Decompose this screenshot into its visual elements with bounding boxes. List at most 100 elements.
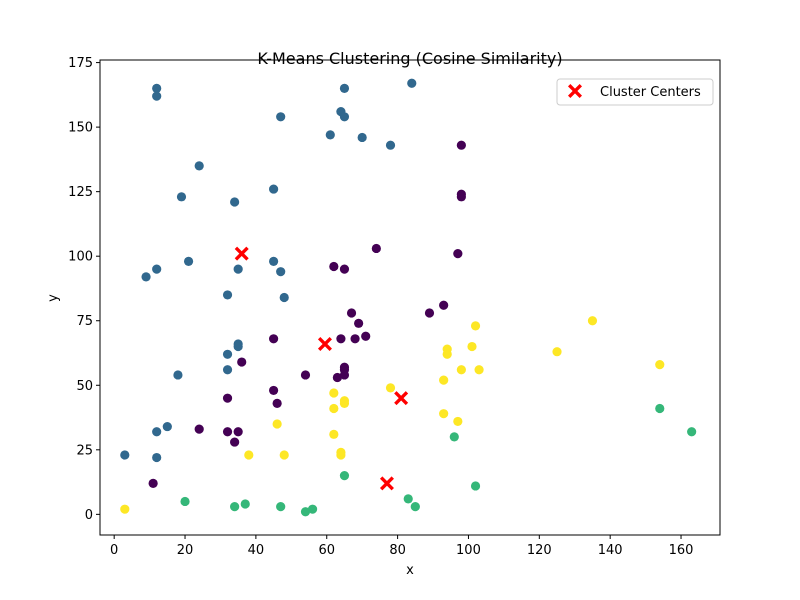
y-tick-label: 100 (68, 250, 93, 265)
data-point (233, 264, 243, 274)
data-point (272, 419, 282, 429)
data-point (385, 140, 396, 150)
data-point (339, 370, 350, 380)
data-point (687, 427, 697, 437)
data-point (325, 130, 335, 140)
data-point (453, 416, 463, 427)
data-point (233, 341, 243, 352)
data-point (470, 321, 481, 331)
x-tick-label: 160 (669, 543, 694, 558)
data-point (152, 83, 162, 93)
data-point (152, 427, 162, 437)
data-point (152, 264, 162, 274)
data-point (173, 370, 183, 380)
data-point (276, 502, 286, 512)
x-tick-label: 20 (177, 543, 194, 558)
data-point (233, 427, 243, 437)
data-point (240, 499, 250, 509)
data-point (300, 370, 311, 380)
data-point (453, 249, 463, 259)
legend: Cluster Centers (556, 78, 714, 106)
data-point (230, 502, 240, 512)
y-axis-label: y (46, 294, 61, 302)
data-point (336, 334, 346, 344)
data-point (385, 383, 396, 393)
data-point (456, 192, 466, 202)
data-point (456, 365, 466, 375)
data-point (269, 385, 279, 396)
data-point (470, 481, 481, 491)
data-point (272, 398, 282, 408)
data-point (655, 403, 665, 414)
data-point (371, 243, 381, 254)
data-point (222, 290, 233, 300)
y-tick-label: 0 (85, 508, 93, 523)
x-axis-label: x (406, 563, 414, 578)
data-point (176, 192, 187, 202)
data-point (244, 450, 254, 460)
x-tick-label: 80 (389, 543, 406, 558)
y-tick-label: 50 (76, 379, 93, 394)
data-point (357, 132, 367, 143)
data-point (467, 341, 477, 352)
data-point (180, 496, 190, 507)
data-point (222, 365, 233, 375)
y-tick-label: 150 (68, 121, 93, 136)
data-point (141, 272, 151, 282)
data-point (439, 300, 449, 310)
x-tick-label: 60 (318, 543, 335, 558)
data-point (269, 184, 279, 194)
data-point (329, 388, 339, 398)
legend-label: Cluster Centers (600, 85, 701, 100)
chart-title: K-Means Clustering (Cosine Similarity) (257, 49, 562, 68)
legend-box (556, 78, 714, 106)
data-point (350, 334, 360, 344)
data-point (407, 78, 417, 88)
data-point (354, 318, 364, 328)
data-point (339, 398, 350, 408)
legend-marker-x-icon (568, 84, 582, 98)
data-point (222, 427, 233, 437)
cluster-centers (234, 246, 409, 491)
data-point (552, 347, 562, 357)
data-point (474, 365, 484, 375)
data-point (230, 437, 240, 447)
data-point (148, 478, 158, 488)
cluster-center-marker (379, 476, 394, 491)
data-point (346, 308, 357, 318)
y-tick-label: 125 (68, 185, 93, 200)
y-tick-label: 75 (76, 314, 93, 329)
x-tick-label: 40 (248, 543, 265, 558)
x-tick-label: 140 (598, 543, 623, 558)
y-axis-ticks: 0 25 50 75 100 125 150 175 (68, 56, 100, 523)
plot-frame (99, 59, 721, 536)
data-point (279, 292, 289, 303)
data-point (449, 432, 459, 442)
data-point (162, 421, 172, 432)
data-point (655, 360, 665, 370)
data-point (194, 424, 204, 434)
data-point (152, 91, 162, 101)
data-point (194, 161, 204, 171)
data-point (222, 349, 233, 359)
data-point (120, 450, 130, 460)
data-point (424, 308, 435, 318)
data-point (410, 502, 420, 512)
data-point (307, 504, 318, 514)
legend-marker-shape (568, 84, 582, 98)
data-point (329, 261, 339, 272)
y-tick-label: 25 (76, 443, 93, 458)
data-point (152, 452, 162, 463)
data-point (329, 429, 339, 439)
data-point (339, 83, 350, 93)
data-point (276, 112, 286, 122)
data-point (456, 140, 466, 150)
data-point (230, 197, 240, 207)
data-point (300, 507, 311, 517)
x-tick-label: 0 (110, 543, 118, 558)
data-point (237, 357, 247, 367)
cluster-center-marker (234, 246, 249, 261)
data-point (439, 409, 449, 419)
cluster-center-marker (394, 391, 409, 406)
